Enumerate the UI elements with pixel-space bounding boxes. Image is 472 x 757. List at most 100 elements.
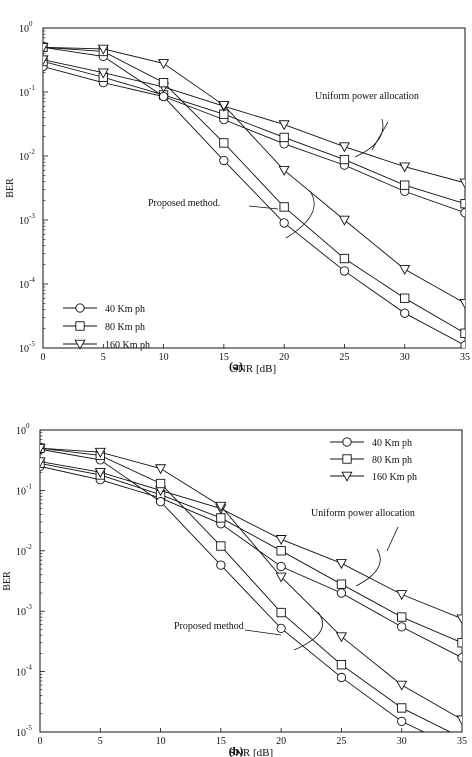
data-point bbox=[215, 501, 227, 512]
data-point bbox=[460, 340, 465, 348]
data-point bbox=[43, 55, 49, 66]
annotation-pointer bbox=[386, 526, 399, 552]
data-point bbox=[397, 703, 407, 713]
data-point bbox=[336, 579, 347, 589]
legend-label: 40 Km ph bbox=[372, 438, 412, 449]
data-point bbox=[218, 101, 230, 112]
data-point bbox=[155, 497, 166, 507]
y-tick-label: 100 bbox=[19, 20, 33, 35]
x-tick-label: 25 bbox=[336, 736, 346, 747]
x-axis-label: SNR [dB] bbox=[232, 363, 276, 375]
legend-label: 80 Km ph bbox=[105, 322, 145, 333]
x-tick-label: 15 bbox=[216, 736, 226, 747]
data-point bbox=[459, 178, 465, 189]
chart-panel: 0 5 10 15 20 25 30 35 100 10-1 10-2 10-3 10-4 10-5 SNR… bbox=[5, 20, 470, 375]
y-tick-exponent: -5 bbox=[29, 340, 35, 348]
y-tick-exponent: -4 bbox=[26, 664, 32, 672]
y-axis-label: BER bbox=[2, 571, 13, 591]
panel-caption: (a) bbox=[229, 359, 243, 373]
legend-marker bbox=[74, 339, 86, 350]
data-point bbox=[275, 535, 287, 546]
y-tick-exponent: -2 bbox=[29, 148, 35, 156]
y-tick-exponent: -4 bbox=[29, 276, 35, 284]
annotation-bracket bbox=[355, 548, 381, 587]
data-point bbox=[338, 215, 350, 226]
legend-marker bbox=[75, 303, 85, 313]
legend-label: 160 Km ph bbox=[105, 340, 150, 351]
data-point bbox=[339, 253, 350, 264]
data-point bbox=[336, 672, 347, 683]
data-point bbox=[400, 293, 410, 303]
x-tick-label: 0 bbox=[38, 736, 43, 747]
data-point bbox=[276, 607, 286, 618]
data-point bbox=[457, 653, 462, 663]
y-tick-label: 10-5 bbox=[19, 340, 35, 355]
data-point bbox=[40, 443, 46, 454]
annotation-pointer bbox=[248, 205, 279, 210]
x-tick-label: 25 bbox=[339, 352, 349, 363]
data-point bbox=[336, 588, 347, 598]
data-point bbox=[278, 165, 290, 176]
series-line bbox=[40, 462, 462, 644]
data-point bbox=[279, 132, 289, 143]
legend-marker bbox=[341, 471, 353, 482]
legend-marker bbox=[342, 454, 352, 464]
data-point bbox=[396, 680, 408, 691]
data-point bbox=[158, 59, 170, 70]
data-point bbox=[155, 478, 166, 489]
y-tick-label: 10-3 bbox=[19, 212, 35, 227]
y-tick-label: 100 bbox=[16, 422, 30, 437]
data-point bbox=[216, 541, 226, 551]
data-point bbox=[276, 561, 286, 572]
x-tick-label: 0 bbox=[41, 352, 46, 363]
data-point bbox=[276, 623, 286, 634]
data-point bbox=[276, 546, 286, 556]
data-point bbox=[400, 308, 410, 318]
y-tick-exponent: -5 bbox=[26, 724, 32, 732]
x-tick-label: 30 bbox=[400, 352, 410, 363]
legend-label: 40 Km ph bbox=[105, 304, 145, 315]
data-point bbox=[278, 120, 290, 131]
data-point bbox=[94, 447, 106, 458]
x-tick-label: 20 bbox=[276, 736, 286, 747]
y-axis-label: BER bbox=[5, 178, 16, 198]
y-tick-exponent: 0 bbox=[29, 20, 33, 28]
data-point bbox=[339, 154, 350, 165]
data-point bbox=[158, 91, 169, 102]
series-line bbox=[43, 46, 465, 346]
annotation-label: Uniform power allocation bbox=[311, 508, 415, 519]
data-point bbox=[399, 162, 411, 173]
y-tick-label: 10-3 bbox=[16, 603, 32, 618]
annotation-bracket bbox=[285, 190, 315, 239]
series-line bbox=[40, 461, 462, 620]
annotation-bracket bbox=[354, 118, 384, 158]
series-group bbox=[40, 443, 462, 732]
data-point bbox=[397, 622, 407, 632]
x-tick-label: 35 bbox=[457, 736, 467, 747]
data-point bbox=[97, 44, 109, 55]
data-point bbox=[397, 716, 407, 727]
x-tick-label: 15 bbox=[219, 352, 229, 363]
annotation-pointer bbox=[244, 629, 282, 636]
y-tick-label: 10-1 bbox=[19, 84, 35, 99]
data-point bbox=[275, 572, 287, 583]
annotation-bracket bbox=[293, 611, 323, 651]
series-line bbox=[43, 61, 465, 205]
x-tick-label: 30 bbox=[397, 736, 407, 747]
data-point bbox=[40, 457, 46, 468]
y-tick-exponent: -3 bbox=[29, 212, 35, 220]
data-point bbox=[396, 590, 408, 601]
series-group bbox=[43, 42, 465, 348]
y-tick-label: 10-4 bbox=[19, 276, 35, 291]
data-point bbox=[279, 218, 289, 228]
series-line bbox=[40, 448, 426, 732]
data-point bbox=[219, 155, 229, 166]
series-line bbox=[40, 447, 452, 732]
data-point bbox=[460, 328, 465, 338]
annotation-label: Uniform power allocation bbox=[315, 91, 419, 102]
x-tick-label: 10 bbox=[156, 736, 166, 747]
x-axis-label: SNR [dB] bbox=[229, 747, 273, 757]
series-line bbox=[43, 66, 465, 214]
data-point bbox=[279, 202, 289, 212]
series-line bbox=[43, 46, 465, 334]
